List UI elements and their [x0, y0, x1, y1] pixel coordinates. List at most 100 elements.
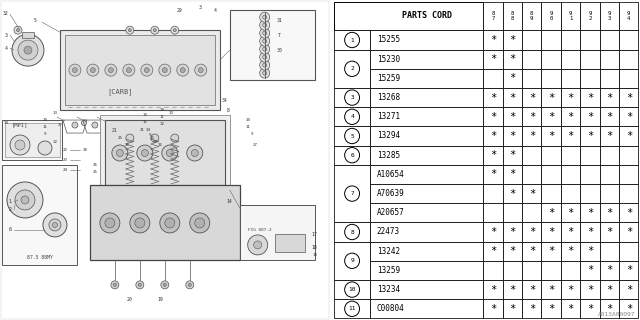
Bar — [561, 146, 580, 165]
Bar — [105, 120, 225, 185]
Text: 8: 8 — [350, 229, 354, 235]
Text: 30: 30 — [276, 48, 282, 52]
Text: 15230: 15230 — [377, 55, 400, 64]
Circle shape — [69, 64, 81, 76]
Bar — [619, 184, 639, 203]
Text: *: * — [529, 112, 535, 122]
Text: *: * — [490, 112, 496, 122]
Circle shape — [180, 68, 185, 73]
Bar — [619, 222, 639, 242]
Bar — [580, 184, 600, 203]
Text: *: * — [626, 227, 632, 237]
Text: 10: 10 — [245, 118, 250, 122]
Text: 11: 11 — [348, 306, 356, 311]
Bar — [580, 222, 600, 242]
Circle shape — [224, 121, 229, 125]
Circle shape — [260, 20, 269, 30]
Circle shape — [345, 224, 360, 240]
Bar — [502, 88, 522, 107]
Circle shape — [173, 29, 176, 32]
Text: 25: 25 — [92, 170, 97, 174]
Bar — [619, 126, 639, 146]
Bar — [561, 126, 580, 146]
Bar — [100, 115, 230, 190]
Bar — [502, 146, 522, 165]
Bar — [370, 146, 483, 165]
Text: 13242: 13242 — [377, 247, 400, 256]
Bar — [483, 203, 502, 222]
Text: *: * — [606, 265, 612, 276]
Text: *: * — [587, 284, 593, 295]
Text: 9
0: 9 0 — [550, 11, 553, 21]
Bar — [334, 242, 370, 280]
Bar — [541, 242, 561, 261]
Circle shape — [260, 44, 269, 54]
Text: *: * — [568, 284, 573, 295]
Bar — [334, 126, 370, 146]
Bar — [483, 261, 502, 280]
Bar — [541, 299, 561, 318]
Text: *: * — [587, 208, 593, 218]
Bar — [483, 30, 502, 50]
Bar — [240, 205, 315, 260]
Bar — [370, 126, 483, 146]
Bar — [334, 50, 370, 88]
Circle shape — [141, 149, 148, 156]
Text: *: * — [529, 304, 535, 314]
Circle shape — [18, 40, 38, 60]
Bar — [483, 280, 502, 299]
Bar — [619, 30, 639, 50]
Circle shape — [186, 281, 194, 289]
Bar — [541, 203, 561, 222]
Circle shape — [12, 34, 44, 66]
Bar — [370, 88, 483, 107]
Text: *: * — [548, 304, 554, 314]
Text: *: * — [587, 246, 593, 256]
Bar — [619, 69, 639, 88]
Text: 3: 3 — [4, 33, 8, 38]
Circle shape — [111, 281, 119, 289]
Bar — [561, 184, 580, 203]
Text: 8
9: 8 9 — [530, 11, 533, 21]
Text: *: * — [606, 131, 612, 141]
Circle shape — [345, 253, 360, 268]
Bar — [600, 184, 619, 203]
Circle shape — [52, 222, 58, 228]
Text: 11: 11 — [245, 125, 250, 129]
Bar — [561, 222, 580, 242]
Circle shape — [206, 121, 211, 125]
Bar — [600, 146, 619, 165]
Text: *: * — [587, 265, 593, 276]
Text: *: * — [490, 227, 496, 237]
Text: *: * — [548, 131, 554, 141]
Bar — [90, 185, 240, 260]
Bar — [580, 2, 600, 30]
Text: 5: 5 — [350, 133, 354, 139]
Bar — [483, 242, 502, 261]
Circle shape — [90, 68, 95, 73]
Text: 12: 12 — [52, 140, 58, 144]
Text: 24: 24 — [63, 168, 67, 172]
Bar — [522, 69, 541, 88]
Text: 13294: 13294 — [377, 132, 400, 140]
Bar — [600, 30, 619, 50]
Text: 4: 4 — [4, 46, 8, 51]
Bar — [541, 165, 561, 184]
Bar — [600, 69, 619, 88]
Circle shape — [21, 196, 29, 204]
Text: *: * — [548, 246, 554, 256]
Bar — [600, 50, 619, 69]
Bar — [600, 88, 619, 107]
Circle shape — [262, 15, 267, 19]
Bar — [483, 146, 502, 165]
Circle shape — [345, 301, 360, 316]
Bar — [60, 30, 220, 110]
Text: *: * — [509, 150, 515, 160]
Bar — [522, 242, 541, 261]
Bar — [334, 222, 370, 242]
Circle shape — [262, 47, 267, 51]
Bar — [580, 107, 600, 126]
Circle shape — [112, 122, 118, 128]
Text: 10: 10 — [348, 287, 356, 292]
Bar — [580, 69, 600, 88]
